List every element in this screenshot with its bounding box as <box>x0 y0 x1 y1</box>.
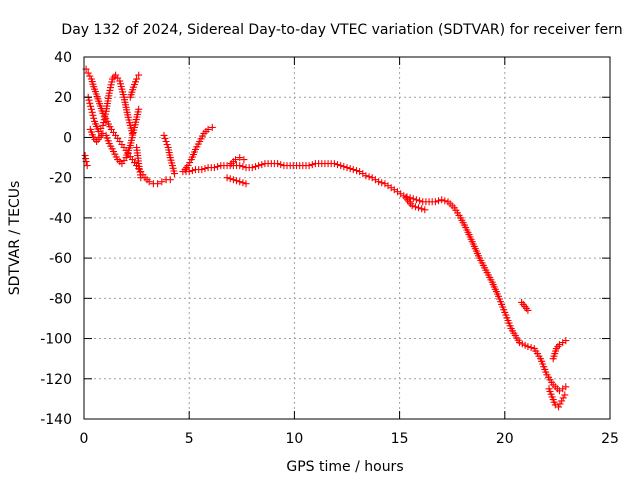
data-marks-arc-15 <box>549 337 570 363</box>
y-tick-label: -80 <box>49 291 72 307</box>
y-tick-label: -40 <box>49 211 72 227</box>
y-tick-label: -140 <box>40 412 72 428</box>
data-marks-arc-11 <box>227 154 248 168</box>
data-marks-arc-13 <box>507 325 570 395</box>
data-marks-arc-3 <box>86 105 143 168</box>
y-tick-label: 20 <box>54 90 72 106</box>
data-marks-arc-16 <box>545 385 569 411</box>
data-marks-arc-4 <box>126 71 143 101</box>
data-marks-arc-12 <box>402 194 429 214</box>
data-marks-arc-9 <box>179 160 515 332</box>
y-tick-label: -100 <box>40 332 72 348</box>
y-tick-label: -60 <box>49 251 72 267</box>
data-marks-arc-14 <box>518 298 532 314</box>
x-tick-label: 10 <box>285 431 303 447</box>
data-marks-arc-5 <box>133 144 145 182</box>
y-axis-ticks: -140 -120 -100 -80 -60 -40 -20 0 20 40 <box>40 50 610 428</box>
y-tick-label: 40 <box>54 50 72 66</box>
data-marks-arc-8 <box>181 123 216 174</box>
x-axis-ticks: 0 5 10 15 20 25 <box>80 57 619 447</box>
data-marks-arc-7 <box>160 131 178 178</box>
x-axis-label: GPS time / hours <box>286 459 403 475</box>
y-tick-label: 0 <box>63 130 72 146</box>
data-marks-arc-10 <box>223 174 250 188</box>
data-markers <box>81 65 570 411</box>
x-tick-label: 20 <box>496 431 514 447</box>
data-marks-arc-6 <box>81 152 91 170</box>
chart-title: Day 132 of 2024, Sidereal Day-to-day VTE… <box>61 22 622 38</box>
x-tick-label: 15 <box>391 431 409 447</box>
x-tick-label: 5 <box>185 431 194 447</box>
plot-frame <box>83 56 611 420</box>
y-tick-label: -20 <box>49 171 72 187</box>
y-axis-label: SDTVAR / TECUs <box>7 181 23 296</box>
grid-lines <box>84 57 610 419</box>
x-tick-label: 25 <box>601 431 619 447</box>
y-tick-label: -120 <box>40 372 72 388</box>
x-tick-label: 0 <box>80 431 89 447</box>
